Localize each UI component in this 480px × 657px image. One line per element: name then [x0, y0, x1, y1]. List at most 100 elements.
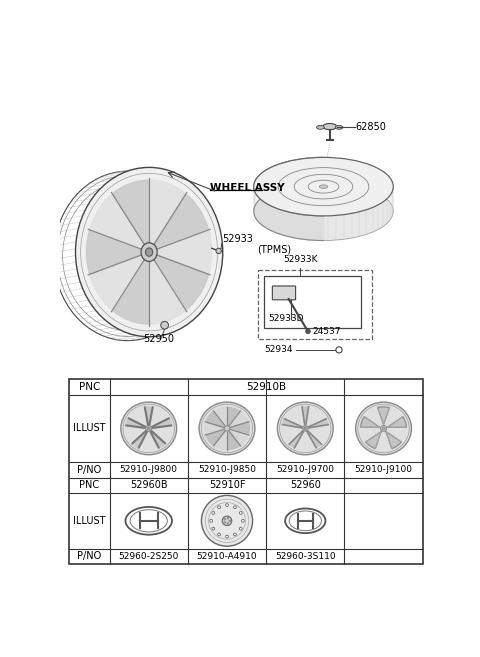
Ellipse shape — [319, 185, 328, 189]
Polygon shape — [289, 431, 303, 447]
Text: 52960B: 52960B — [130, 480, 168, 490]
Polygon shape — [214, 407, 227, 426]
Circle shape — [241, 520, 244, 522]
Polygon shape — [149, 260, 186, 324]
Polygon shape — [112, 180, 149, 244]
Circle shape — [210, 520, 213, 522]
Ellipse shape — [335, 125, 343, 129]
Polygon shape — [90, 255, 144, 310]
Ellipse shape — [199, 402, 255, 455]
Ellipse shape — [145, 248, 153, 256]
Circle shape — [222, 516, 232, 526]
Polygon shape — [229, 411, 248, 427]
Ellipse shape — [381, 426, 386, 431]
Bar — [69, 379, 423, 564]
Polygon shape — [214, 431, 227, 449]
Text: 52950: 52950 — [143, 334, 174, 344]
Circle shape — [217, 533, 220, 536]
Circle shape — [306, 329, 311, 334]
Text: P/NO: P/NO — [77, 465, 102, 475]
Polygon shape — [204, 422, 224, 435]
Polygon shape — [206, 411, 225, 427]
Polygon shape — [112, 260, 149, 324]
Bar — [258, 270, 372, 339]
Text: 52910-J9100: 52910-J9100 — [355, 466, 413, 474]
Polygon shape — [378, 407, 389, 424]
Polygon shape — [132, 431, 147, 448]
Text: 52933: 52933 — [223, 234, 253, 244]
Text: 52910F: 52910F — [209, 480, 245, 490]
Circle shape — [240, 512, 242, 514]
Polygon shape — [230, 422, 249, 435]
Ellipse shape — [141, 243, 157, 261]
Ellipse shape — [254, 182, 393, 240]
Polygon shape — [254, 158, 324, 240]
Text: 24537: 24537 — [312, 327, 340, 336]
Circle shape — [212, 528, 215, 530]
Polygon shape — [366, 432, 381, 449]
Circle shape — [212, 512, 215, 514]
Circle shape — [227, 517, 229, 519]
Text: 52960: 52960 — [290, 480, 321, 490]
Text: ILLUST: ILLUST — [73, 423, 106, 434]
FancyBboxPatch shape — [272, 286, 296, 300]
Ellipse shape — [316, 125, 324, 129]
Text: 52910-J9800: 52910-J9800 — [120, 466, 178, 474]
Text: 52910-J9700: 52910-J9700 — [276, 466, 334, 474]
Circle shape — [202, 495, 252, 546]
Circle shape — [227, 523, 229, 524]
Text: 52960-2S250: 52960-2S250 — [119, 552, 179, 560]
Text: 62850: 62850 — [355, 122, 386, 131]
Polygon shape — [126, 419, 145, 428]
Text: ILLUST: ILLUST — [73, 516, 106, 526]
Ellipse shape — [75, 168, 223, 337]
Text: 52933K: 52933K — [283, 255, 317, 263]
Circle shape — [161, 321, 168, 329]
Circle shape — [234, 533, 236, 536]
Circle shape — [216, 248, 221, 254]
Polygon shape — [227, 431, 240, 449]
Circle shape — [226, 535, 228, 538]
Polygon shape — [360, 417, 380, 427]
Text: WHEEL ASSY: WHEEL ASSY — [210, 183, 284, 193]
Ellipse shape — [323, 124, 336, 129]
Polygon shape — [152, 419, 171, 428]
Circle shape — [217, 506, 220, 509]
Ellipse shape — [302, 426, 308, 431]
Text: 52910-A4910: 52910-A4910 — [197, 552, 257, 560]
Text: PNC: PNC — [79, 382, 100, 392]
Circle shape — [224, 522, 226, 524]
Polygon shape — [206, 430, 225, 445]
Bar — [264, 276, 361, 328]
Text: 52960-3S110: 52960-3S110 — [275, 552, 336, 560]
Ellipse shape — [147, 427, 150, 430]
Polygon shape — [307, 431, 321, 447]
Circle shape — [234, 506, 236, 509]
Ellipse shape — [277, 402, 333, 455]
Text: 52910B: 52910B — [246, 382, 286, 392]
Ellipse shape — [304, 427, 307, 430]
Text: 52910-J9850: 52910-J9850 — [198, 466, 256, 474]
Ellipse shape — [254, 158, 393, 216]
Polygon shape — [154, 194, 209, 249]
Text: PNC: PNC — [79, 480, 99, 490]
Circle shape — [229, 520, 231, 522]
Polygon shape — [157, 230, 212, 275]
Polygon shape — [283, 419, 302, 428]
Text: P/NO: P/NO — [77, 551, 102, 561]
Polygon shape — [229, 430, 248, 445]
Polygon shape — [227, 407, 240, 426]
Polygon shape — [150, 431, 165, 448]
Ellipse shape — [224, 426, 230, 431]
Polygon shape — [154, 255, 209, 310]
Polygon shape — [387, 417, 407, 427]
Polygon shape — [145, 407, 153, 425]
Text: 52934: 52934 — [264, 346, 292, 354]
Polygon shape — [302, 407, 309, 425]
Circle shape — [226, 504, 228, 507]
Polygon shape — [149, 180, 186, 244]
Polygon shape — [386, 432, 401, 449]
Text: 52933D: 52933D — [268, 313, 304, 323]
Text: (TPMS): (TPMS) — [258, 244, 292, 254]
Circle shape — [224, 518, 226, 520]
